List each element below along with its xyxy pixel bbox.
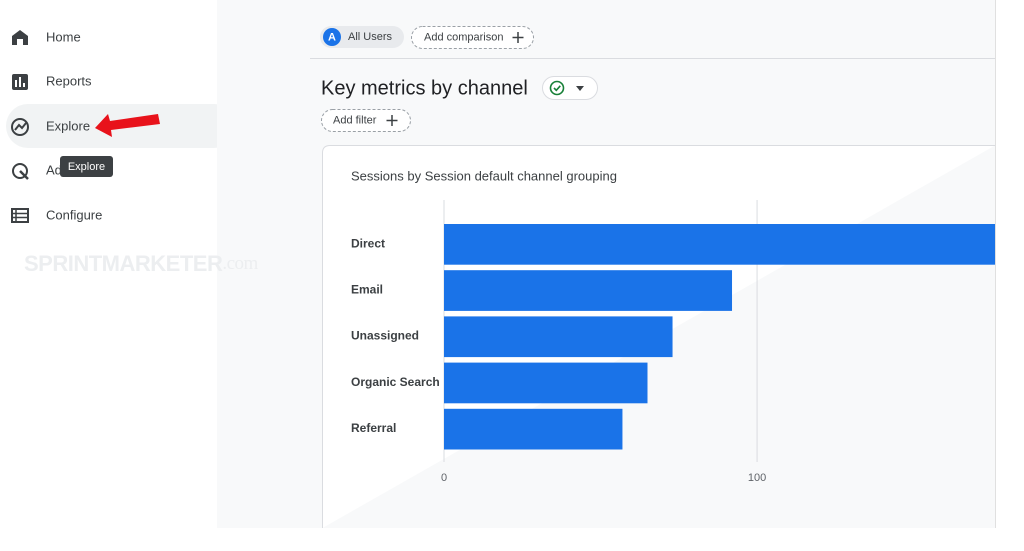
plus-icon — [512, 32, 524, 43]
watermark: SPRINTMARKETER.com — [24, 251, 259, 276]
watermark-suffix: .com — [222, 253, 258, 274]
reports-icon-bar — [19, 77, 21, 87]
home-icon — [12, 30, 28, 45]
nav-item[interactable]: Reports — [46, 73, 92, 88]
add-comparison-chip[interactable] — [411, 26, 534, 49]
bar — [444, 362, 648, 404]
add-comparison: Add comparison — [424, 31, 504, 43]
y-tick-label: Organic Search — [351, 375, 440, 389]
segment-label: All Users — [348, 31, 393, 43]
plus-icon — [386, 115, 398, 126]
nav-item[interactable]: Home — [46, 29, 81, 44]
advertising-icon — [12, 163, 28, 179]
dropdown-caret — [576, 86, 584, 91]
chart-title: Sessions by Session default channel grou… — [351, 168, 617, 183]
segment-initial: A — [328, 31, 336, 43]
configure-icon-lines — [12, 209, 28, 222]
nav-item[interactable]: Explore — [46, 118, 90, 133]
spacer — [0, 0, 6, 551]
y-tick-label: Unassigned — [351, 329, 419, 343]
watermark-brand: SPRINTMARKETER — [24, 251, 223, 276]
explore-icon — [11, 118, 29, 136]
segment-chip[interactable] — [320, 26, 404, 48]
reports-icon-bar — [23, 83, 25, 87]
bar — [444, 316, 673, 358]
x-tick-label: 100 — [748, 472, 766, 484]
bottom-strip — [0, 528, 1024, 551]
check-mark — [553, 85, 561, 92]
add-filter-chip[interactable] — [321, 109, 411, 132]
segment-avatar — [323, 28, 341, 46]
explore-icon-line — [14, 122, 27, 131]
red-arrow — [95, 114, 160, 137]
y-tick-label: Email — [351, 282, 383, 296]
bar — [444, 224, 995, 265]
y-tick-label: Referral — [351, 421, 396, 435]
plot: 0 100 Direct Email Unassigned Organic Search R… — [351, 200, 995, 484]
configure-icon — [11, 208, 29, 223]
x-tick-label: 0 — [441, 472, 447, 484]
nav-item[interactable]: Configure — [46, 207, 102, 222]
tooltip: Explore — [68, 161, 105, 173]
spacer — [217, 0, 236, 150]
advertising-icon-pointer — [19, 170, 29, 180]
reports-icon-bar — [15, 80, 17, 87]
y-tick-label: Direct — [351, 236, 385, 250]
report-title: Key metrics by channel — [321, 77, 528, 99]
bar — [444, 408, 623, 450]
check-icon — [549, 80, 565, 96]
bar — [444, 270, 733, 311]
tooltip-bg — [60, 156, 113, 177]
add-filter: Add filter — [333, 114, 377, 126]
